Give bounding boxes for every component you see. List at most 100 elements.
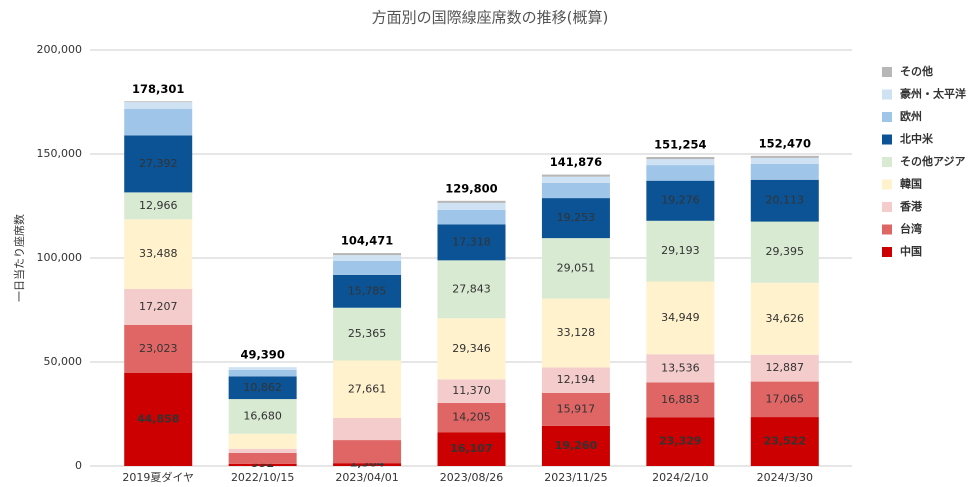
bar-segment (124, 101, 193, 103)
legend-label: 韓国 (900, 177, 922, 191)
bar-segment (124, 219, 193, 290)
data-label: 15,785 (348, 284, 387, 297)
bar-segment (333, 255, 402, 261)
bar-segment (124, 109, 193, 136)
x-tick-label: 2024/2/10 (652, 471, 708, 484)
bar-segment (750, 157, 819, 164)
bar-segment (333, 307, 402, 361)
data-label: 25,365 (348, 327, 387, 340)
legend-label: 北中米 (900, 132, 934, 146)
bar-segment (646, 281, 715, 355)
total-label: 178,301 (132, 82, 184, 96)
legend-swatch (882, 157, 892, 167)
bar-segment (228, 369, 297, 377)
bar-segment (437, 402, 506, 433)
x-tick-label: 2023/04/01 (335, 471, 398, 484)
bar-segment (541, 182, 610, 199)
data-label: 16,107 (450, 442, 492, 455)
bar-segment (228, 376, 297, 400)
data-label: 11,370 (452, 384, 491, 397)
data-label: 34,949 (661, 311, 700, 324)
bar-segment (750, 381, 819, 418)
data-label: 29,051 (557, 261, 596, 274)
bar-segment (124, 372, 193, 466)
legend-label: 中国 (900, 244, 922, 258)
x-tick-label: 2024/3/30 (757, 471, 813, 484)
data-label: 12,194 (557, 373, 596, 386)
bar-segment (750, 155, 819, 158)
bar-segment (124, 102, 193, 110)
bar-segment (228, 463, 297, 466)
y-tick-label: 100,000 (37, 251, 83, 264)
bar-segment (333, 440, 402, 464)
bar-segment (750, 179, 819, 222)
y-tick-label: 150,000 (37, 147, 83, 160)
bar-segment (541, 176, 610, 183)
bar-segment (437, 318, 506, 380)
bar-segment (750, 221, 819, 283)
data-label: 14,205 (452, 411, 491, 424)
data-label: 19,260 (555, 439, 598, 452)
bar-segment (437, 200, 506, 203)
legend-label: 香港 (899, 199, 923, 213)
data-label: 27,843 (452, 282, 491, 295)
bar-segment (646, 159, 715, 166)
data-label: 13,536 (661, 361, 700, 374)
x-tick-label: 2023/11/25 (544, 471, 607, 484)
legend-label: 欧州 (900, 109, 922, 123)
bar-segment (333, 274, 402, 308)
data-label: 29,193 (661, 244, 700, 257)
data-label: 17,318 (452, 235, 491, 248)
bar-segment (124, 192, 193, 220)
bar-segment (541, 198, 610, 239)
bar-segment (124, 135, 193, 193)
y-axis-label: 一日当たり座席数 (12, 214, 26, 302)
total-label: 141,876 (550, 155, 602, 169)
bar-segment (437, 209, 506, 225)
data-label: 16,680 (243, 409, 282, 422)
bar-segment (646, 354, 715, 383)
data-label: 10,862 (243, 381, 282, 394)
total-label: 104,471 (341, 234, 393, 248)
legend-swatch (882, 247, 892, 257)
bar-segment (333, 360, 402, 419)
y-tick-label: 0 (75, 459, 82, 472)
bar-segment (437, 379, 506, 403)
bar-segment (541, 298, 610, 368)
bar-segment (228, 399, 297, 434)
bar-segment (541, 238, 610, 299)
bar-segment (437, 202, 506, 210)
data-label: 33,128 (557, 326, 596, 339)
bar-segment (228, 448, 297, 453)
data-label: 29,395 (766, 245, 805, 258)
legend-swatch (882, 67, 892, 77)
data-label: 23,522 (764, 435, 806, 448)
data-label: 17,065 (766, 392, 805, 405)
data-label: 12,966 (139, 199, 178, 212)
bar-segment (124, 289, 193, 325)
bar-segment (124, 324, 193, 373)
bar-segment (646, 180, 715, 221)
data-label: 19,253 (557, 211, 596, 224)
x-tick-label: 2022/10/15 (231, 471, 294, 484)
data-label: 17,207 (139, 300, 178, 313)
bar-segment (541, 367, 610, 393)
data-label: 23,329 (659, 435, 701, 448)
legend-label: 台湾 (900, 222, 922, 236)
total-label: 129,800 (445, 181, 497, 195)
data-label: 27,392 (139, 157, 178, 170)
bar-segment (437, 432, 506, 466)
bar-segment (228, 367, 297, 370)
data-label: 19,276 (661, 194, 700, 207)
data-label: 29,346 (452, 342, 491, 355)
data-label: 23,023 (139, 342, 178, 355)
bar-segment (750, 163, 819, 180)
data-label: 33,488 (139, 247, 178, 260)
legend-swatch (882, 134, 892, 145)
bar-segment (333, 260, 402, 275)
data-label: 20,113 (766, 194, 805, 207)
bar-segment (541, 392, 610, 426)
legend-label: 豪州・太平洋 (900, 87, 966, 101)
data-label: 16,883 (661, 393, 700, 406)
